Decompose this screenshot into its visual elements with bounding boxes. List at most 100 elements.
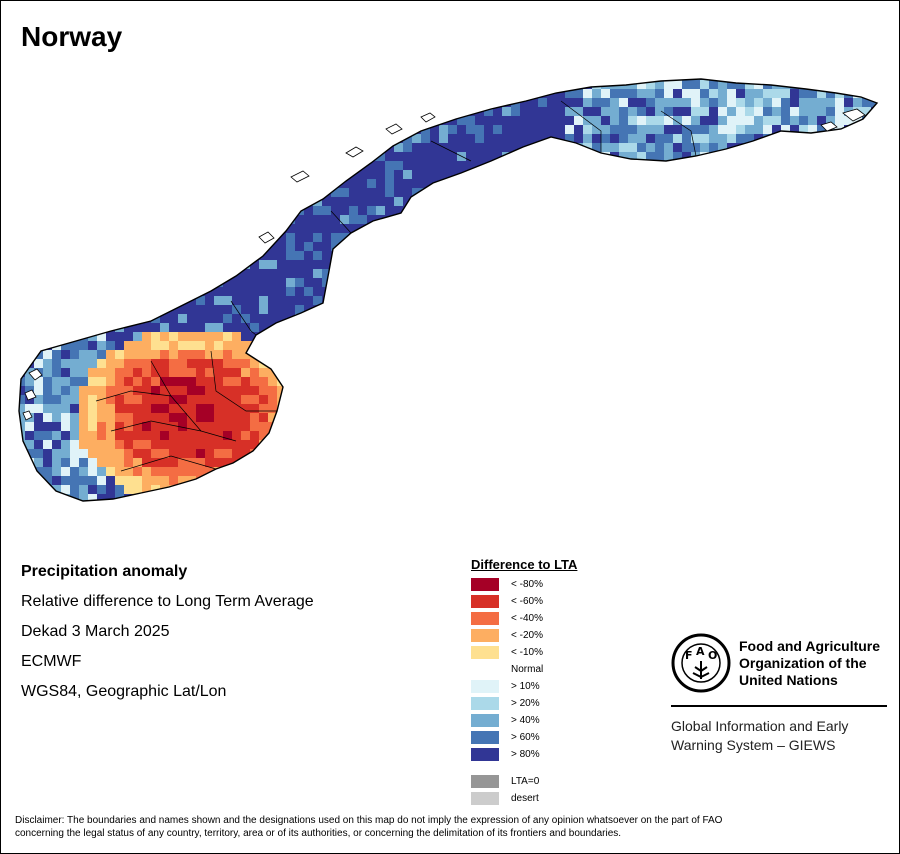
grid-cell: [457, 242, 466, 251]
grid-cell: [169, 242, 178, 251]
grid-cell: [115, 170, 124, 179]
grid-cell: [628, 98, 637, 107]
grid-cell: [862, 125, 871, 134]
grid-cell: [88, 134, 97, 143]
grid-cell: [808, 134, 817, 143]
grid-cell: [619, 458, 628, 467]
grid-cell: [673, 278, 682, 287]
grid-cell: [574, 179, 583, 188]
grid-cell: [394, 179, 403, 188]
grid-cell: [601, 422, 610, 431]
grid-cell: [700, 242, 709, 251]
grid-cell: [349, 449, 358, 458]
grid-cell: [619, 260, 628, 269]
grid-cell: [457, 125, 466, 134]
grid-cell: [754, 413, 763, 422]
grid-cell: [763, 197, 772, 206]
grid-cell: [61, 161, 70, 170]
grid-cell: [844, 332, 853, 341]
grid-cell: [754, 449, 763, 458]
grid-cell: [124, 368, 133, 377]
grid-cell: [70, 323, 79, 332]
grid-cell: [511, 79, 520, 80]
grid-cell: [727, 395, 736, 404]
grid-cell: [70, 260, 79, 269]
grid-cell: [205, 125, 214, 134]
grid-cell: [691, 368, 700, 377]
grid-cell: [610, 269, 619, 278]
grid-cell: [52, 305, 61, 314]
grid-cell: [34, 440, 43, 449]
grid-cell: [754, 404, 763, 413]
grid-cell: [448, 377, 457, 386]
grid-cell: [619, 188, 628, 197]
grid-cell: [709, 98, 718, 107]
grid-cell: [799, 458, 808, 467]
grid-cell: [790, 494, 799, 501]
grid-cell: [133, 125, 142, 134]
grid-cell: [160, 152, 169, 161]
grid-cell: [52, 485, 61, 494]
grid-cell: [277, 79, 286, 80]
grid-cell: [781, 260, 790, 269]
grid-cell: [835, 458, 844, 467]
grid-cell: [142, 116, 151, 125]
grid-cell: [556, 179, 565, 188]
grid-cell: [430, 260, 439, 269]
grid-cell: [790, 242, 799, 251]
grid-cell: [34, 188, 43, 197]
grid-cell: [349, 287, 358, 296]
grid-cell: [277, 269, 286, 278]
grid-cell: [844, 134, 853, 143]
grid-cell: [178, 233, 187, 242]
grid-cell: [610, 422, 619, 431]
grid-cell: [232, 431, 241, 440]
grid-cell: [781, 395, 790, 404]
grid-cell: [835, 368, 844, 377]
grid-cell: [151, 404, 160, 413]
grid-cell: [682, 296, 691, 305]
grid-cell: [304, 404, 313, 413]
grid-cell: [34, 197, 43, 206]
grid-cell: [637, 269, 646, 278]
grid-cell: [808, 170, 817, 179]
grid-cell: [880, 485, 889, 494]
grid-cell: [205, 242, 214, 251]
grid-cell: [412, 494, 421, 501]
grid-cell: [88, 350, 97, 359]
grid-cell: [403, 251, 412, 260]
grid-cell: [592, 494, 601, 501]
grid-cell: [862, 188, 871, 197]
grid-cell: [25, 269, 34, 278]
grid-cell: [430, 494, 439, 501]
grid-cell: [646, 494, 655, 501]
grid-cell: [367, 323, 376, 332]
grid-cell: [718, 287, 727, 296]
grid-cell: [853, 359, 862, 368]
grid-cell: [592, 80, 601, 89]
grid-cell: [259, 386, 268, 395]
grid-cell: [223, 242, 232, 251]
grid-cell: [790, 197, 799, 206]
grid-cell: [781, 98, 790, 107]
grid-cell: [205, 107, 214, 116]
grid-cell: [808, 269, 817, 278]
grid-cell: [529, 287, 538, 296]
grid-cell: [529, 134, 538, 143]
grid-cell: [124, 79, 133, 80]
grid-cell: [286, 413, 295, 422]
grid-cell: [421, 161, 430, 170]
grid-cell: [664, 134, 673, 143]
grid-cell: [637, 323, 646, 332]
grid-cell: [538, 161, 547, 170]
grid-cell: [268, 296, 277, 305]
grid-cell: [835, 359, 844, 368]
grid-cell: [619, 305, 628, 314]
grid-cell: [583, 467, 592, 476]
grid-cell: [97, 377, 106, 386]
grid-cell: [601, 377, 610, 386]
grid-cell: [529, 440, 538, 449]
grid-cell: [817, 332, 826, 341]
grid-cell: [745, 242, 754, 251]
grid-cell: [178, 89, 187, 98]
